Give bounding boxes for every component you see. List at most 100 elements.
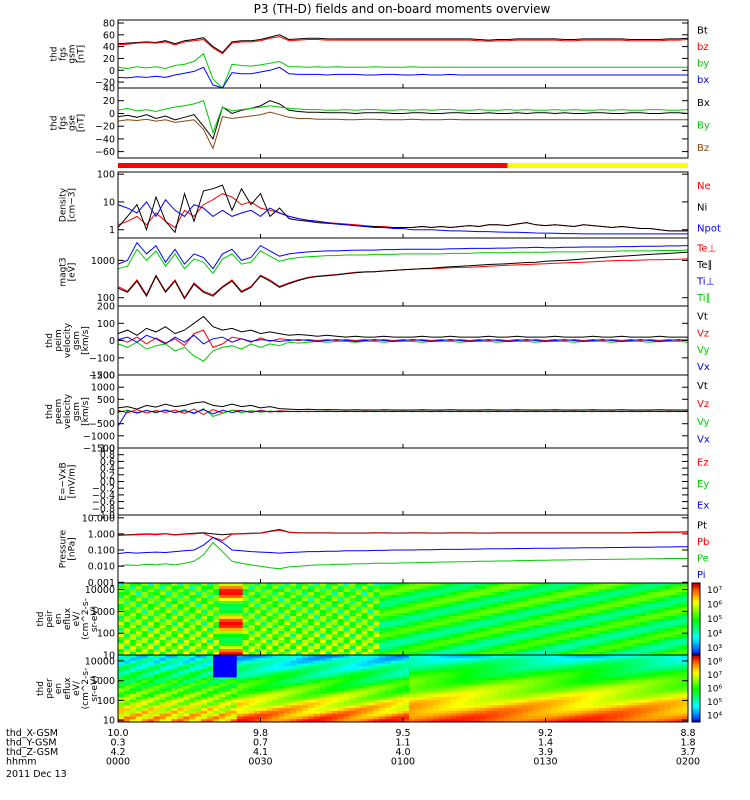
heatmap-cell [581, 671, 588, 675]
heatmap-cell [189, 691, 196, 695]
heatmap-cell [337, 694, 345, 698]
heatmap-cell [171, 622, 178, 626]
heatmap-cell [201, 685, 208, 689]
heatmap-cell [593, 705, 600, 709]
heatmap-cell [480, 592, 487, 596]
heatmap-cell [474, 583, 481, 587]
heatmap-cell [414, 705, 422, 709]
heatmap-cell [349, 705, 356, 709]
y-tick-label: −1500 [83, 444, 115, 455]
heatmap-cell [438, 680, 445, 684]
heatmap-cell [622, 688, 630, 692]
heatmap-cell [426, 646, 434, 650]
heatmap-cell [183, 637, 190, 641]
heatmap-cell [539, 666, 546, 670]
heatmap-cell [509, 649, 517, 653]
heatmap-cell [498, 655, 505, 659]
heatmap-cell [634, 660, 641, 664]
heatmap-cell [403, 649, 410, 653]
heatmap-cell [296, 637, 303, 641]
heatmap-cell [266, 613, 273, 617]
heatmap-cell [260, 708, 267, 712]
heatmap-cell [634, 604, 641, 608]
heatmap-cell [658, 705, 665, 709]
heatmap-cell [604, 685, 612, 689]
heatmap-cell [616, 610, 624, 614]
heatmap-cell [254, 691, 261, 695]
heatmap-cell [509, 660, 517, 664]
heatmap-cell [159, 663, 166, 667]
heatmap-cell [414, 646, 422, 650]
heatmap-cell [492, 592, 499, 596]
heatmap-cell [367, 583, 374, 587]
heatmap-cell [349, 674, 356, 678]
heatmap-cell [284, 613, 291, 617]
heatmap-cell [598, 691, 606, 695]
heatmap-cell [587, 634, 594, 638]
heatmap-cell [682, 628, 689, 632]
heatmap-cell [593, 663, 600, 667]
heatmap-cell [492, 657, 499, 661]
heatmap-cell [153, 688, 160, 692]
heatmap-cell [408, 660, 416, 664]
heatmap-cell [385, 619, 392, 623]
heatmap-cell [302, 660, 309, 664]
heatmap-cell [587, 694, 594, 698]
heatmap-cell [284, 682, 291, 687]
heatmap-cell [408, 705, 416, 709]
heatmap-cell [468, 610, 475, 614]
heatmap-cell [118, 674, 125, 678]
heatmap-cell [521, 625, 529, 629]
heatmap-cell [343, 613, 350, 617]
heatmap-cell [456, 710, 463, 715]
heatmap-cell [515, 634, 523, 638]
heatmap-cell [218, 613, 226, 617]
heatmap-cell [141, 668, 149, 673]
heatmap-cell [593, 640, 600, 644]
heatmap-cell [397, 716, 404, 720]
heatmap-cell [634, 716, 641, 720]
heatmap-cell [420, 613, 428, 617]
heatmap-cell [201, 655, 208, 659]
heatmap-cell [426, 631, 434, 635]
heatmap-cell [676, 719, 683, 723]
heatmap-cell [420, 589, 428, 593]
heatmap-cell [296, 598, 303, 602]
legend-entry: Vy [697, 417, 710, 428]
heatmap-cell [118, 613, 125, 617]
heatmap-cell [385, 622, 392, 626]
heatmap-cell [224, 589, 232, 593]
heatmap-cell [224, 634, 232, 638]
heatmap-cell [159, 649, 166, 653]
heatmap-cell [118, 702, 125, 706]
heatmap-cell [408, 702, 416, 706]
heatmap-cell [189, 616, 196, 620]
heatmap-cell [272, 696, 279, 701]
heatmap-cell [676, 631, 683, 635]
heatmap-cell [432, 649, 440, 653]
heatmap-cell [403, 616, 410, 620]
heatmap-cell [408, 657, 416, 661]
heatmap-cell [432, 643, 440, 647]
heatmap-cell [462, 631, 469, 635]
heatmap-cell [403, 666, 410, 670]
heatmap-cell [403, 668, 410, 673]
heatmap-cell [587, 680, 594, 684]
heatmap-cell [414, 625, 422, 629]
heatmap-cell [379, 592, 386, 596]
heatmap-cell [432, 719, 440, 723]
heatmap-cell [616, 702, 624, 706]
heatmap-cell [581, 691, 588, 695]
heatmap-cell [432, 699, 440, 703]
heatmap-cell [266, 634, 273, 638]
heatmap-cell [557, 668, 564, 673]
heatmap-cell [302, 589, 309, 593]
heatmap-cell [313, 696, 321, 701]
colorbar-label: 10⁶ [707, 601, 722, 611]
heatmap-cell [557, 628, 564, 632]
heatmap-cell [147, 646, 155, 650]
heatmap-cell [462, 592, 469, 596]
y-tick-label: 1500 [91, 371, 115, 382]
heatmap-cell [640, 607, 647, 611]
heatmap-cell [319, 634, 327, 638]
